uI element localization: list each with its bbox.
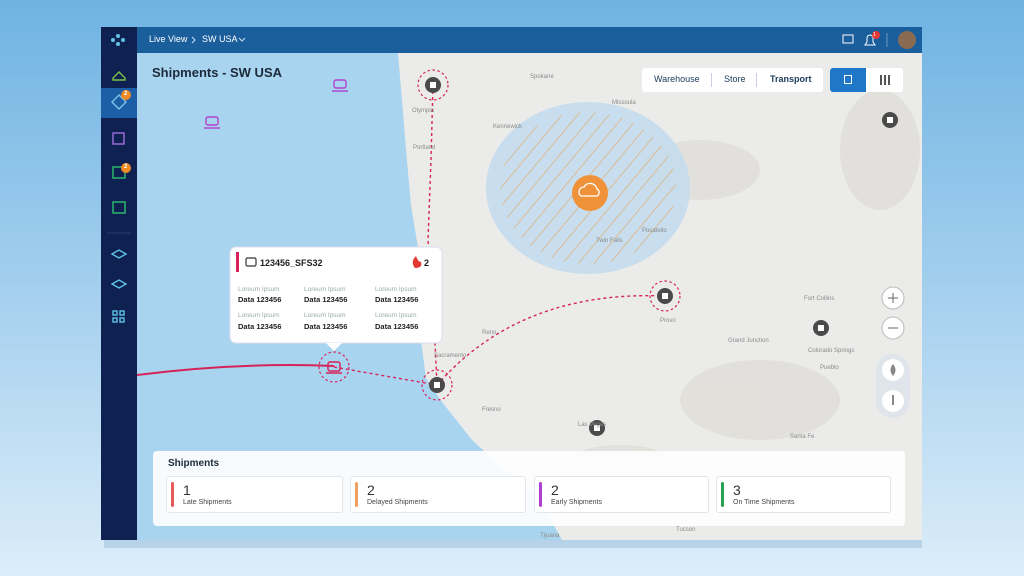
storm-icon[interactable] — [572, 175, 608, 211]
warehouse-glyphs — [430, 82, 893, 431]
badge-count: 2 — [124, 91, 128, 97]
place-label: Sacramento — [434, 353, 467, 359]
place-label: Twin Falls — [596, 238, 623, 244]
field-value: Data 123456 — [375, 322, 419, 331]
breadcrumb-separator — [191, 36, 196, 44]
popup-shape — [229, 246, 443, 351]
place-label: Colorado Springs — [808, 348, 854, 354]
place-label: Tucson — [676, 527, 695, 533]
card-count: 3 — [733, 482, 741, 498]
field-label: Loreum Ipsum — [375, 286, 417, 293]
field-label: Loreum Ipsum — [238, 286, 280, 293]
card-label: Early Shipments — [551, 499, 602, 506]
breadcrumb-item[interactable]: SW USA — [202, 34, 238, 44]
sidebar-active — [101, 88, 137, 118]
place-label: Pocatello — [642, 228, 667, 234]
route — [333, 84, 666, 386]
view-tabs — [642, 68, 823, 92]
zoom-controls[interactable] — [881, 286, 905, 340]
place-label: Spokane — [530, 74, 554, 80]
badge-count: 2 — [124, 164, 128, 170]
place-label: Tijuana — [540, 533, 560, 539]
dropdown-chevron[interactable] — [238, 37, 246, 42]
field-value: Data 123456 — [238, 295, 282, 304]
bell-icon[interactable] — [864, 34, 876, 46]
field-label: Loreum Ipsum — [238, 312, 280, 319]
page-title: Shipments - SW USA — [152, 65, 283, 80]
card-label: On Time Shipments — [733, 499, 795, 506]
tab-divider — [756, 73, 757, 87]
view-tab[interactable]: Warehouse — [654, 74, 700, 84]
summary-card[interactable]: 2 Early Shipments — [534, 476, 709, 513]
sidebar-badge — [121, 90, 131, 100]
card-count: 1 — [183, 482, 191, 498]
place-label: Las Vegas — [578, 422, 606, 428]
sidebar-badge — [121, 163, 131, 173]
field-value: Data 123456 — [304, 322, 348, 331]
cloud-glyph — [578, 182, 600, 197]
summary-card[interactable]: 1 Late Shipments — [166, 476, 343, 513]
card-count: 2 — [367, 482, 375, 498]
card-label: Late Shipments — [183, 499, 232, 506]
card-accent — [171, 482, 174, 507]
notification-badge — [872, 31, 880, 39]
card-accent — [355, 482, 358, 507]
field-label: Loreum Ipsum — [304, 286, 346, 293]
card-accent — [539, 482, 542, 507]
field-value: Data 123456 — [238, 322, 282, 331]
avatar[interactable] — [898, 31, 916, 49]
notification-count: 1 — [873, 32, 876, 38]
map-view-button[interactable] — [830, 68, 866, 92]
summary-card[interactable]: 3 On Time Shipments — [716, 476, 891, 513]
place-label: Missoula — [612, 100, 636, 106]
ships-other[interactable] — [204, 79, 348, 129]
alert-count: 2 — [424, 258, 430, 268]
map-glyph — [844, 75, 852, 84]
top-bar — [101, 27, 922, 53]
panel-title: Shipments — [168, 458, 220, 469]
place-label: Reno — [482, 330, 497, 336]
place-label: Kennewick — [493, 124, 523, 130]
place-label: Fresno — [482, 407, 501, 413]
shipment-id: 123456_SFS32 — [260, 258, 323, 268]
summary-card[interactable]: 2 Delayed Shipments — [350, 476, 526, 513]
chat-icon[interactable] — [842, 34, 854, 44]
field-value: Data 123456 — [304, 295, 348, 304]
logo[interactable] — [111, 34, 125, 46]
place-label: Olympia — [412, 108, 435, 114]
card-count: 2 — [551, 482, 559, 498]
place-label: Provo — [660, 318, 676, 324]
tab-divider — [711, 73, 712, 87]
place-label: Grand Junction — [728, 338, 769, 344]
place-label: Portland — [413, 145, 435, 151]
sidebar-icons[interactable] — [110, 71, 128, 323]
place-label: Pueblo — [820, 365, 839, 371]
ship-active[interactable] — [326, 361, 342, 374]
card-accent — [721, 482, 724, 507]
view-tab[interactable]: Transport — [770, 74, 812, 84]
place-labels: Spokane Missoula Olympia Kennewick Portl… — [412, 74, 854, 539]
field-label: Loreum Ipsum — [304, 312, 346, 319]
route-halos — [318, 69, 681, 401]
grid-glyph — [880, 75, 890, 85]
place-label: Santa Fe — [790, 434, 815, 440]
breadcrumb-item[interactable]: Live View — [149, 34, 188, 44]
route-travelled — [137, 364, 335, 376]
view-tab[interactable]: Store — [724, 74, 746, 84]
place-label: Fort Collins — [804, 296, 834, 302]
field-label: Loreum Ipsum — [375, 312, 417, 319]
card-label: Delayed Shipments — [367, 499, 428, 506]
layer-controls[interactable] — [876, 354, 910, 418]
field-value: Data 123456 — [375, 295, 419, 304]
